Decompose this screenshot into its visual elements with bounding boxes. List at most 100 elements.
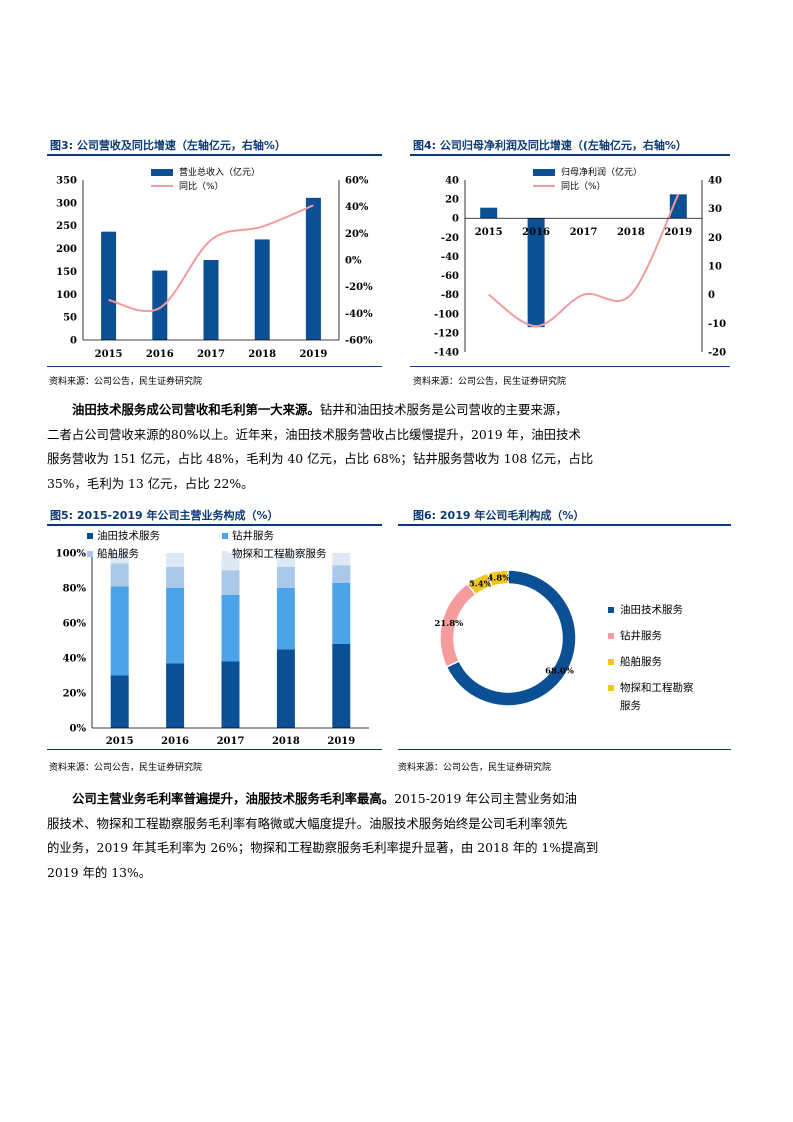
yoy-line	[488, 193, 680, 328]
fig-left-tick: 350	[56, 176, 77, 187]
fig3-right-axis: -60% -40% -20% 0% 20% 40% 60%	[338, 176, 373, 347]
x-tick-2016: 2016	[522, 227, 550, 238]
fig-left-tick: -80	[441, 290, 459, 301]
stack-2016-1	[166, 588, 185, 664]
fig6-chart: 68.0% 21.8% 5.4%4.8% 油田技术服务钻井服务船舶服务物探和工程勘察…	[434, 569, 694, 712]
stack-2015-3	[110, 553, 129, 564]
x-tick-2016: 2016	[146, 349, 174, 360]
fig5-x-axis: 2015 2016 2017 2018 2019	[92, 727, 369, 747]
fig4-bars	[480, 194, 687, 328]
fig5-legend-swatch-0	[87, 533, 93, 539]
fig-right-tick: 0	[708, 290, 715, 301]
fig5-legend-swatch-2	[87, 551, 93, 557]
fig-right-tick: 60%	[345, 176, 369, 187]
fig5-y-tick: 100%	[56, 549, 87, 560]
paragraph-2-lead: 公司主营业务毛利率普遍提升，油服技术服务毛利率最高。	[72, 791, 395, 806]
fig6-legend-swatch-3	[608, 685, 614, 691]
fig5-chart: 0%20%40%60%80%100% 2015 2016 2017 2018 2019 …	[56, 529, 369, 747]
donut-slice-3	[486, 569, 509, 588]
fig4-rule	[410, 154, 730, 156]
fig5-y-axis: 0% 20% 40% 60% 80% 100%	[56, 549, 93, 735]
fig-right-tick: 20%	[345, 229, 369, 240]
fig-left-tick: -140	[434, 348, 459, 359]
x-tick-2017: 2017	[570, 227, 598, 238]
bar-2018	[254, 239, 270, 340]
stack-2018-2	[276, 567, 295, 588]
stack-2016-2	[166, 567, 185, 588]
stack-2015-2	[110, 563, 129, 587]
fig-left-tick: -20	[441, 233, 459, 244]
fig-left-tick: 20	[445, 195, 459, 206]
fig5-bottom-rule	[47, 749, 382, 750]
fig3-rule	[47, 154, 382, 156]
fig5-x-tick-2016: 2016	[161, 736, 189, 747]
paragraph-2-line-4: 2019 年的 13%。	[47, 864, 152, 880]
fig5-x-tick-2019: 2019	[327, 736, 355, 747]
fig-right-tick: 0%	[345, 256, 362, 267]
legend-line-label: 同比（%）	[179, 180, 224, 192]
fig4-legend: 归母净利润（亿元） 同比（%）	[533, 166, 642, 192]
fig-right-tick: -20%	[345, 282, 373, 293]
fig-left-tick: 50	[63, 313, 77, 324]
stack-2018-1	[276, 588, 295, 650]
fig-left-tick: 0	[70, 336, 77, 347]
paragraph-2-line-1: 2015-2019 年公司主营业务如油	[394, 791, 577, 806]
fig5-y-tick: 40%	[63, 654, 87, 665]
stack-2015-0	[110, 675, 129, 728]
fig4-source: 资料来源：公司公告，民生证券研究院	[413, 377, 567, 387]
fig3-chart: 0 50 100 150 200 250 300 350 -60% -40% -20% 0% 20% 4…	[56, 166, 373, 360]
fig3-legend: 营业总收入（亿元） 同比（%）	[151, 166, 260, 192]
fig-left-tick: 200	[56, 244, 77, 255]
bar-2015	[480, 207, 498, 219]
fig6-legend-label-1: 钻井服务	[620, 629, 662, 642]
stack-2017-1	[221, 595, 240, 662]
fig-left-tick: 150	[56, 267, 77, 278]
fig5-y-tick: 20%	[63, 689, 87, 700]
fig-right-tick: 40	[708, 176, 722, 187]
donut-slice-0	[445, 569, 577, 707]
fig5-legend-swatch-3	[222, 551, 228, 557]
fig6-title: 图6: 2019 年公司毛利构成（%）	[413, 509, 585, 522]
x-tick-2017: 2017	[197, 349, 225, 360]
bar-2019	[669, 194, 687, 219]
fig-left-tick: -100	[434, 309, 459, 320]
paragraph-2-line-3: 的业务，2019 年其毛利率为 26%；物探和工程勘察服务毛利率提升显著，由 2…	[47, 840, 599, 855]
stack-2015-1	[110, 586, 129, 676]
stack-2017-3	[221, 553, 240, 571]
fig5-x-tick-2015: 2015	[106, 736, 134, 747]
fig4-right-axis: 40 30 20 10 0 -10 -20	[701, 176, 726, 359]
fig5-legend-label-3: 物探和工程勘察服务	[232, 547, 327, 560]
paragraph-2-line-2: 服技术、物探和工程勘察服务毛利率有略微或大幅度提升。油服技术服务始终是公司毛利率…	[47, 815, 568, 831]
stack-2017-2	[221, 570, 240, 595]
fig6-legend-label-3-b: 服务	[620, 699, 641, 712]
donut-label-1: 21.8%	[434, 619, 463, 629]
fig4-left-axis: 40 20 0 -20 -40 -60 -80 -100 -120 -140	[434, 176, 466, 359]
fig6-source: 资料来源：公司公告，民生证券研究院	[398, 763, 552, 773]
paragraph-1-lead: 油田技术服务成公司营收和毛利第一大来源。	[72, 402, 320, 417]
fig3-bottom-rule	[47, 366, 382, 367]
fig6-legend-label-3-a: 物探和工程勘察	[620, 681, 694, 694]
fig6-legend-swatch-2	[608, 659, 614, 665]
stack-2019-2	[332, 565, 351, 583]
fig5-x-tick-2017: 2017	[217, 736, 245, 747]
fig3-line	[108, 204, 314, 313]
stack-2018-3	[276, 553, 295, 567]
x-tick-2018: 2018	[617, 227, 645, 238]
paragraph-1-line-3: 服务营收为 151 亿元，占比 48%，毛利为 40 亿元，占比 68%；钻井服…	[47, 451, 594, 466]
paragraph-2: 公司主营业务毛利率普遍提升，油服技术服务毛利率最高。2015-2019 年公司主…	[47, 787, 607, 885]
stack-2016-3	[166, 553, 185, 567]
fig5-rule	[47, 524, 382, 526]
fig5-legend-label-1: 钻井服务	[232, 529, 274, 542]
fig5-y-tick: 0%	[70, 724, 87, 735]
fig6-legend-swatch-1	[608, 633, 614, 639]
donut-label-2: 5.4%	[469, 580, 492, 590]
fig6-legend-label-0: 油田技术服务	[620, 603, 683, 616]
bar-2019	[305, 197, 321, 340]
stack-2019-1	[332, 582, 351, 644]
fig3-left-axis: 0 50 100 150 200 250 300 350	[56, 176, 84, 347]
fig6-legend-label-2: 船舶服务	[620, 655, 662, 668]
bar-2017	[203, 260, 219, 340]
fig5-y-tick: 80%	[63, 584, 87, 595]
fig4-chart: 40 20 0 -20 -40 -60 -80 -100 -120 -140 40 30 20 10 0 -…	[434, 166, 726, 359]
